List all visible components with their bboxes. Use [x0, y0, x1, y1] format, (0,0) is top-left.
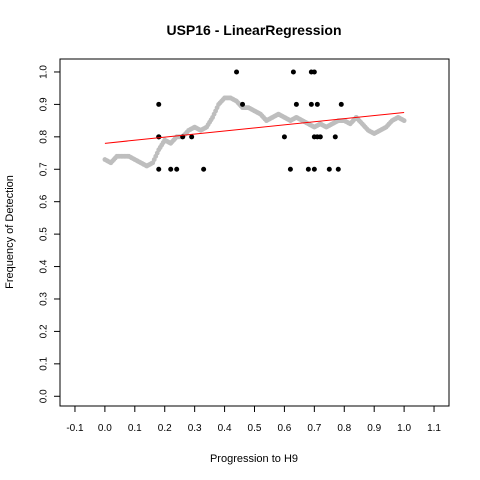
data-point — [314, 101, 320, 107]
y-tick-label: 0.9 — [39, 97, 50, 111]
x-tick-label: 0.5 — [248, 423, 262, 434]
data-point — [290, 69, 296, 75]
x-tick-label: 1.0 — [397, 423, 411, 434]
x-tick-label: 0.4 — [218, 423, 232, 434]
smoothed-series — [102, 95, 407, 169]
y-tick-label: 0.2 — [39, 324, 50, 338]
data-point — [326, 166, 332, 172]
observed-points — [156, 69, 344, 172]
y-tick-label: 0.1 — [39, 356, 50, 370]
y-tick-label: 0.8 — [39, 129, 50, 143]
data-point — [156, 166, 162, 172]
x-tick-label: 0.7 — [307, 423, 321, 434]
data-point — [156, 134, 162, 140]
x-tick-label: 0.6 — [277, 423, 291, 434]
y-tick-label: 0.5 — [39, 227, 50, 241]
data-point — [317, 134, 323, 140]
data-point — [338, 101, 344, 107]
data-point — [335, 166, 341, 172]
data-point — [332, 134, 338, 140]
data-point — [168, 166, 174, 172]
data-point — [293, 101, 299, 107]
data-point — [311, 69, 317, 75]
data-point — [311, 166, 317, 172]
data-point — [189, 134, 195, 140]
y-tick-label: 0.6 — [39, 194, 50, 208]
smoothed-point — [401, 118, 407, 124]
data-point — [308, 101, 314, 107]
regression-line-layer — [104, 112, 405, 144]
chart-title: USP16 - LinearRegression — [166, 22, 341, 38]
y-axis: 0.0 0.1 0.2 0.3 0.4 0.5 0.6 0.7 0.8 0.9 1.0 — [39, 65, 60, 403]
x-tick-label: 1.1 — [427, 423, 441, 434]
y-axis-label: Frequency of Detection — [4, 175, 16, 289]
x-tick-label: 0.9 — [367, 423, 381, 434]
data-point — [201, 166, 207, 172]
data-point — [240, 101, 246, 107]
data-point — [287, 166, 293, 172]
data-point — [174, 166, 180, 172]
x-axis-label: Progression to H9 — [210, 453, 298, 465]
regression-line — [104, 112, 405, 144]
x-tick-label: 0.0 — [98, 423, 112, 434]
data-point — [156, 101, 162, 107]
y-tick-label: 0.0 — [39, 389, 50, 403]
x-tick-label: 0.3 — [188, 423, 202, 434]
x-tick-label: 0.2 — [158, 423, 172, 434]
x-tick-label: -0.1 — [66, 423, 84, 434]
x-axis: -0.1 0.0 0.1 0.2 0.3 0.4 0.5 0.6 0.7 0.8 0.9 1.0 1.1 — [66, 406, 441, 434]
data-point — [234, 69, 240, 75]
y-tick-label: 1.0 — [39, 65, 50, 79]
x-tick-label: 0.1 — [128, 423, 142, 434]
y-tick-label: 0.7 — [39, 162, 50, 176]
x-tick-label: 0.8 — [337, 423, 351, 434]
y-tick-label: 0.3 — [39, 292, 50, 306]
data-point — [281, 134, 287, 140]
data-point — [305, 166, 311, 172]
y-tick-label: 0.4 — [39, 259, 50, 273]
